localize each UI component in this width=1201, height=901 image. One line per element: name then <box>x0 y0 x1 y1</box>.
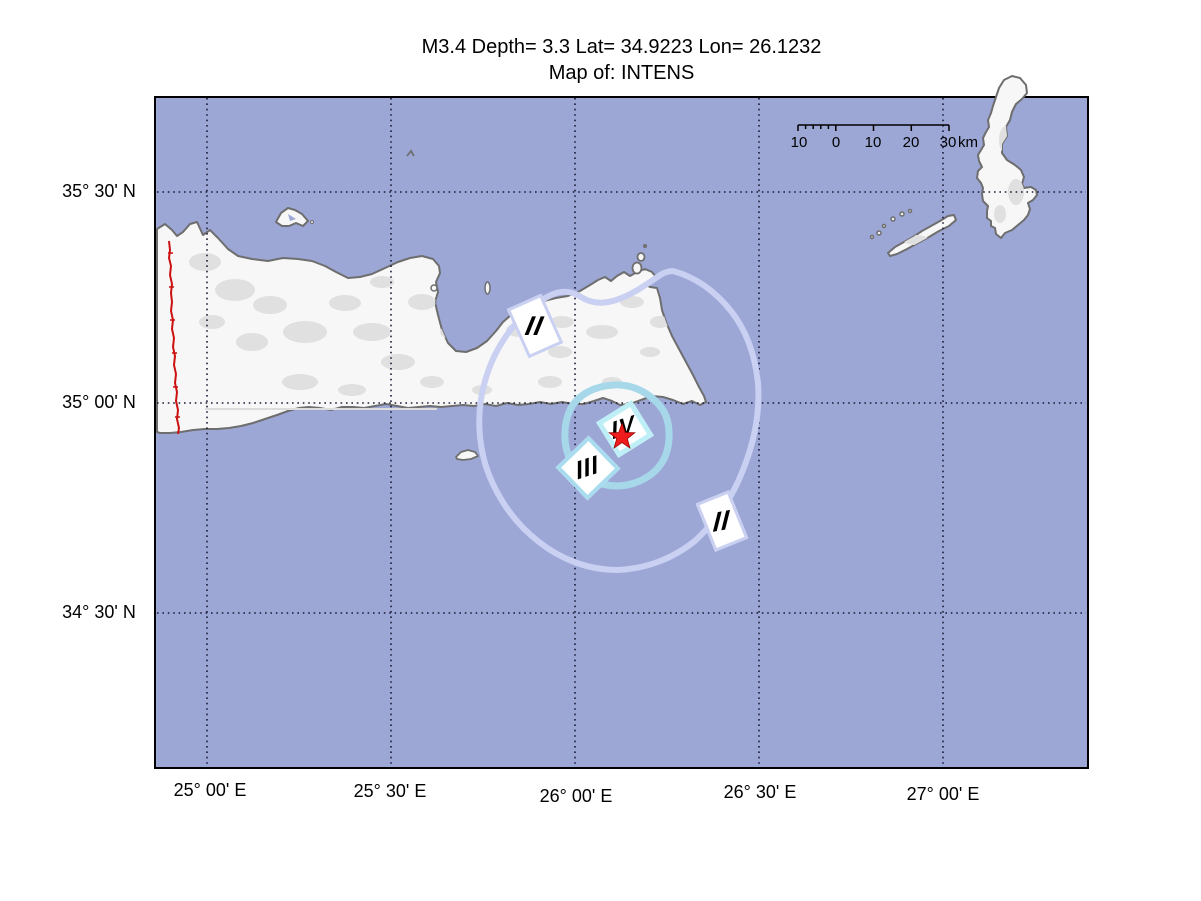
graticule <box>157 98 1086 766</box>
spinalonga-islet <box>430 284 438 292</box>
dia-island-notch <box>288 214 296 221</box>
dionysades-island <box>631 243 648 275</box>
islet-northeast <box>484 281 491 295</box>
intensity-label-iii-text: III <box>576 449 600 486</box>
map-frame <box>154 96 1089 769</box>
lat-label-3430: 34° 30' N <box>62 602 136 622</box>
lon-label-2700: 27° 00' E <box>906 784 980 804</box>
scale-label-30: 30 <box>940 134 957 151</box>
lon-label-2500: 25° 00' E <box>173 780 247 800</box>
epicenter-star <box>608 422 636 449</box>
scale-label-10: 10 <box>865 134 882 151</box>
chrysi-island <box>455 449 479 461</box>
lon-label-2630: 26° 30' E <box>723 782 797 802</box>
title-line-event: M3.4 Depth= 3.3 Lat= 34.9223 Lon= 26.123… <box>421 36 822 58</box>
scale-label-10-left: 10 <box>791 134 808 151</box>
contour-intensity-ii <box>476 268 762 573</box>
epicenter-star-shape <box>608 422 636 449</box>
contour-intensity-iii <box>561 381 673 490</box>
intensity-label-ii-lower-text: II <box>709 503 735 538</box>
fault-line <box>167 240 181 435</box>
scale-label-0: 0 <box>832 134 840 151</box>
lat-label-3530: 35° 30' N <box>62 181 136 201</box>
dia-islet <box>310 220 314 224</box>
scale-label-20: 20 <box>903 134 920 151</box>
lon-label-2530: 25° 30' E <box>353 781 427 801</box>
scale-bar: 10 0 10 20 30 km <box>791 124 978 151</box>
title-line-maptype: Map of: INTENS <box>548 62 695 84</box>
kasos-island <box>887 214 957 257</box>
scale-bar-ruler <box>797 124 950 131</box>
figure-title: M3.4 Depth= 3.3 Lat= 34.9223 Lon= 26.123… <box>155 34 1088 86</box>
kasos-islets <box>869 208 913 240</box>
lon-label-2600: 26° 00' E <box>539 786 613 806</box>
lat-label-3500: 35° 00' N <box>62 392 136 412</box>
tiny-islet-mark <box>406 149 415 157</box>
intensity-label-ii-upper-text: II <box>520 310 550 341</box>
scale-unit: km <box>958 134 978 151</box>
